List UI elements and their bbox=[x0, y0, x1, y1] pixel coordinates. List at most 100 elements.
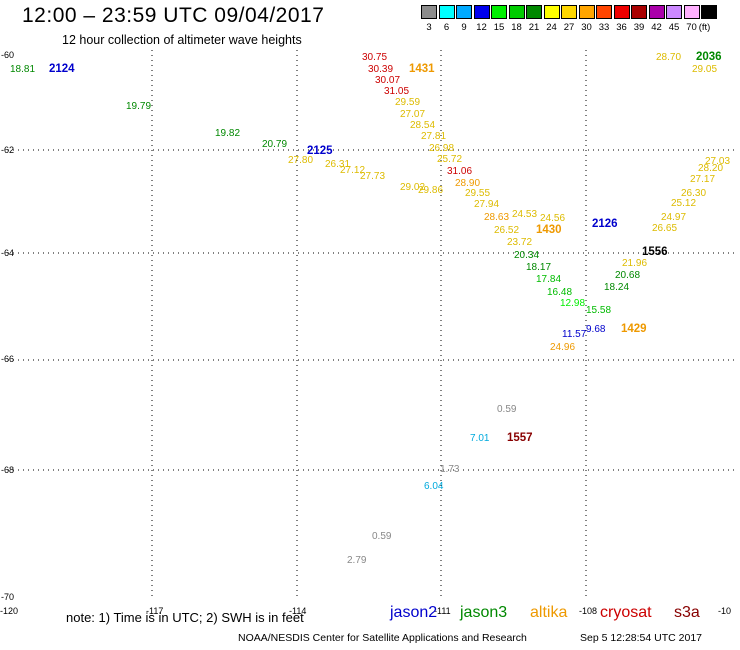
map-grid bbox=[8, 50, 735, 600]
legend-label: 21 bbox=[528, 22, 540, 33]
legend-swatch bbox=[421, 5, 437, 19]
legend-label: 70 bbox=[686, 22, 697, 33]
swh-observation: 28.20 bbox=[698, 163, 723, 174]
latitude-label: -66 bbox=[1, 354, 14, 364]
swh-observation: 24.97 bbox=[661, 212, 686, 223]
pass-id-label: 1556 bbox=[642, 246, 668, 258]
swh-observation: 11.57 bbox=[562, 329, 587, 340]
swh-observation: 18.81 bbox=[10, 64, 35, 75]
swh-observation: 27.94 bbox=[474, 199, 499, 210]
legend-label: 24 bbox=[546, 22, 557, 33]
swh-observation: 18.17 bbox=[526, 262, 551, 273]
swh-observation: 30.75 bbox=[362, 52, 387, 63]
legend-swatch bbox=[648, 5, 665, 19]
swh-observation: 26.52 bbox=[494, 225, 519, 236]
pass-id-label: 2124 bbox=[49, 63, 75, 75]
satellite-legend-entry: jason3 bbox=[460, 604, 508, 621]
swh-observation: 18.24 bbox=[604, 282, 629, 293]
latitude-label: -62 bbox=[1, 145, 14, 155]
legend-label: 45 bbox=[668, 22, 680, 33]
legend-swatch bbox=[473, 5, 490, 19]
swh-observation: 31.06 bbox=[447, 166, 472, 177]
swh-observation: 15.58 bbox=[586, 305, 611, 316]
swh-observation: 28.90 bbox=[455, 178, 480, 189]
swh-observation: 29.05 bbox=[692, 64, 717, 75]
swh-observation: 29.59 bbox=[395, 97, 420, 108]
map-title: 12:00 – 23:59 UTC 09/04/2017 bbox=[22, 4, 325, 27]
swh-observation: 30.39 bbox=[368, 64, 393, 75]
swh-observation: 9.68 bbox=[586, 324, 606, 335]
swh-observation: 19.79 bbox=[126, 101, 151, 112]
swh-observation: 27.80 bbox=[288, 155, 313, 166]
pass-labels: 2124 2125 2126 1431 1430 1429 1557 1556 2036 bbox=[49, 51, 722, 444]
satellite-legend-entry: altika bbox=[530, 604, 568, 621]
legend-label: 15 bbox=[493, 22, 505, 33]
swh-observation: 7.01 bbox=[470, 433, 490, 444]
swh-observation: 16.48 bbox=[547, 287, 572, 298]
legend-swatch bbox=[526, 5, 542, 19]
swh-observation: 6.04 bbox=[424, 481, 444, 492]
pass-id-label: 2036 bbox=[696, 51, 722, 63]
legend-swatch bbox=[596, 5, 612, 19]
satellite-legend-entry: jason2 bbox=[390, 604, 438, 621]
latitude-label: -60 bbox=[1, 50, 14, 60]
legend-label: 39 bbox=[633, 22, 645, 33]
legend-label: 6 bbox=[443, 22, 450, 33]
swh-observation: 12.98 bbox=[560, 298, 585, 309]
legend-swatch bbox=[701, 5, 717, 19]
longitude-label: -117 bbox=[146, 606, 163, 616]
legend-swatch bbox=[456, 5, 472, 19]
pass-id-label: 2125 bbox=[307, 145, 333, 157]
legend-label: 18 bbox=[511, 22, 522, 33]
latitude-label: -64 bbox=[1, 248, 14, 258]
latitude-label: -70 bbox=[1, 592, 14, 602]
legend-swatch bbox=[666, 5, 682, 19]
swh-observation: 29.86 bbox=[418, 185, 443, 196]
axis-labels: -120 -117 -114 -111 -108 -10 -60 -62 -64 -66 -68 -7… bbox=[0, 50, 731, 616]
legend-swatch bbox=[438, 5, 455, 19]
map-subtitle: 12 hour collection of altimeter wave hei… bbox=[62, 33, 302, 47]
swh-observation: 25.72 bbox=[437, 154, 462, 165]
swh-observation: 21.96 bbox=[622, 258, 647, 269]
swh-observation: 26.98 bbox=[429, 143, 454, 154]
wave-height-observations: 18.81 19.79 19.82 20.79 30.7530.3930.0731.05… bbox=[10, 52, 730, 566]
legend-label: 30 bbox=[581, 22, 592, 33]
swh-observation: 27.03 bbox=[705, 156, 730, 167]
swh-observation: 2.79 bbox=[347, 555, 367, 566]
longitude-label: -108 bbox=[579, 606, 597, 616]
latitude-label: -68 bbox=[1, 465, 14, 475]
swh-observation: 20.34 bbox=[514, 250, 539, 261]
swh-observation: 30.07 bbox=[375, 75, 400, 86]
swh-observation: 23.72 bbox=[507, 237, 532, 248]
credit-text: NOAA/NESDIS Center for Satellite Applica… bbox=[238, 632, 527, 644]
swh-observation: 29.55 bbox=[465, 188, 490, 199]
legend-swatch bbox=[578, 5, 595, 19]
swh-observation: 28.54 bbox=[410, 120, 435, 131]
legend-label: 3 bbox=[426, 22, 432, 33]
note-text: note: 1) Time is in UTC; 2) SWH is in fe… bbox=[66, 610, 304, 625]
swh-observation: 28.70 bbox=[656, 52, 681, 63]
legend-label: 36 bbox=[616, 22, 627, 33]
satellite-legend-entry: cryosat bbox=[600, 604, 652, 621]
swh-observation: 31.05 bbox=[384, 86, 409, 97]
longitude-label: -10 bbox=[718, 606, 731, 616]
swh-observation: 24.53 bbox=[512, 209, 537, 220]
pass-id-label: 2126 bbox=[592, 218, 618, 230]
timestamp-text: Sep 5 12:28:54 UTC 2017 bbox=[580, 632, 703, 644]
legend-swatch bbox=[631, 5, 647, 19]
legend-label: 27 bbox=[563, 22, 575, 33]
legend-label: 9 bbox=[461, 22, 467, 33]
swh-observation: 26.65 bbox=[652, 223, 677, 234]
legend-swatch bbox=[561, 5, 577, 19]
swh-observation: 29.02 bbox=[400, 182, 425, 193]
legend-label: 33 bbox=[598, 22, 610, 33]
legend-label: 42 bbox=[651, 22, 662, 33]
pass-id-label: 1429 bbox=[621, 323, 647, 335]
swh-observation: 25.12 bbox=[671, 198, 696, 209]
legend-swatch bbox=[683, 5, 700, 19]
pass-id-label: 1557 bbox=[507, 432, 533, 444]
legend-label: 12 bbox=[476, 22, 487, 33]
swh-observation: 26.30 bbox=[681, 188, 706, 199]
swh-observation: 19.82 bbox=[215, 128, 240, 139]
